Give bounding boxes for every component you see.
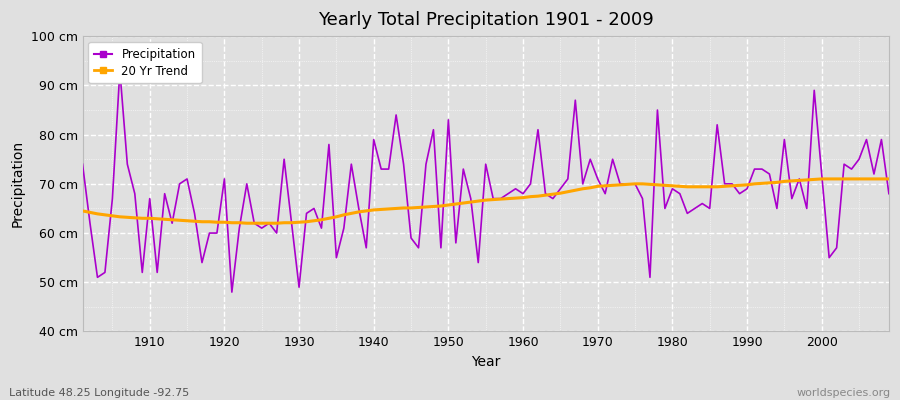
Legend: Precipitation, 20 Yr Trend: Precipitation, 20 Yr Trend	[88, 42, 202, 84]
Y-axis label: Precipitation: Precipitation	[11, 140, 25, 228]
Title: Yearly Total Precipitation 1901 - 2009: Yearly Total Precipitation 1901 - 2009	[318, 11, 653, 29]
Text: worldspecies.org: worldspecies.org	[796, 388, 891, 398]
Text: Latitude 48.25 Longitude -92.75: Latitude 48.25 Longitude -92.75	[9, 388, 189, 398]
X-axis label: Year: Year	[471, 355, 500, 369]
